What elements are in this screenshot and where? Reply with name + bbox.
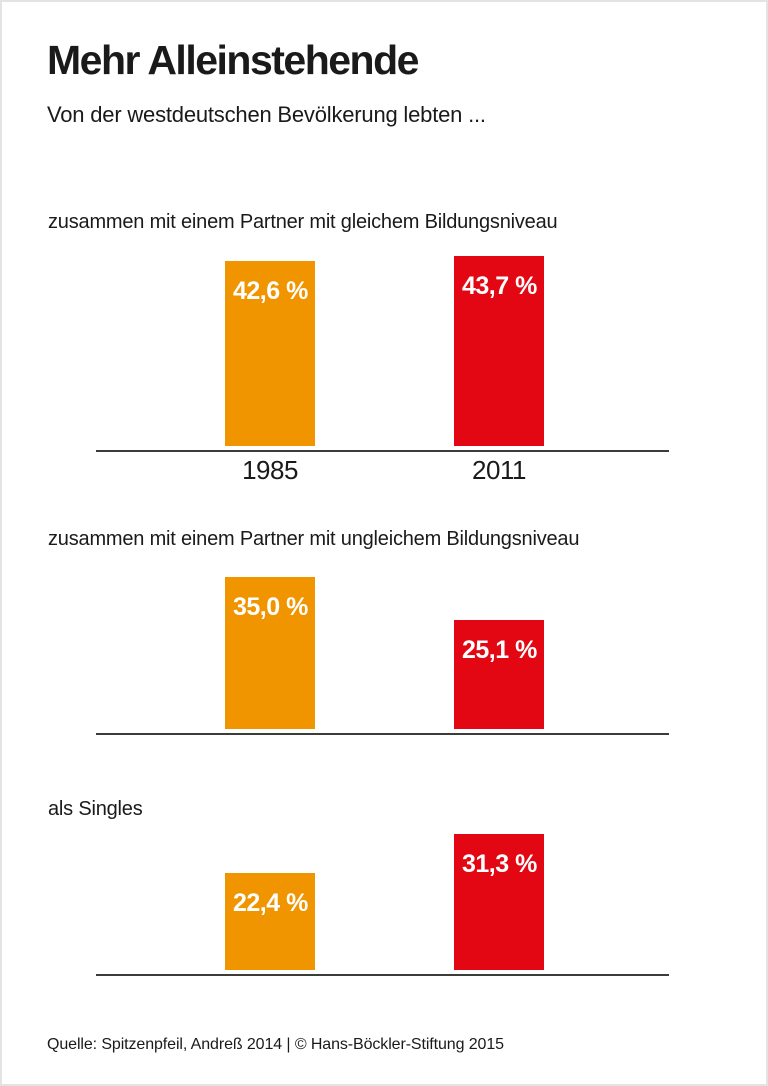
bar-value-label: 22,4 % [233,889,308,917]
x-axis-line-section-2 [96,733,669,735]
bar-value-label: 25,1 % [462,636,537,664]
bar-2011-als-singles: 31,3 % [454,834,544,970]
source-credit: Quelle: Spitzenpfeil, Andreß 2014 | © Ha… [47,1036,504,1053]
x-axis-line-section-1 [96,450,669,452]
year-label-1985: 1985 [242,455,298,485]
bar-1985-als-singles: 22,4 % [225,873,315,970]
bar-2011-gleiches-bildungsniveau: 43,7 % [454,256,544,446]
bar-value-label: 35,0 % [233,593,308,621]
bar-value-label: 43,7 % [462,272,537,300]
year-label-2011: 2011 [472,455,526,485]
bar-1985-ungleiches-bildungsniveau: 35,0 % [225,577,315,729]
section-label-gleiches-bildungsniveau: zusammen mit einem Partner mit gleichem … [48,211,558,233]
page-title: Mehr Alleinstehende [47,37,419,83]
bar-value-label: 31,3 % [462,850,537,878]
bar-2011-ungleiches-bildungsniveau: 25,1 % [454,620,544,729]
bar-value-label: 42,6 % [233,277,308,305]
page-subtitle: Von der westdeutschen Bevölkerung lebten… [47,102,486,127]
x-axis-line-section-3 [96,974,669,976]
bar-1985-gleiches-bildungsniveau: 42,6 % [225,261,315,446]
section-label-ungleiches-bildungsniveau: zusammen mit einem Partner mit ungleiche… [48,528,580,550]
section-label-als-singles: als Singles [48,798,143,820]
